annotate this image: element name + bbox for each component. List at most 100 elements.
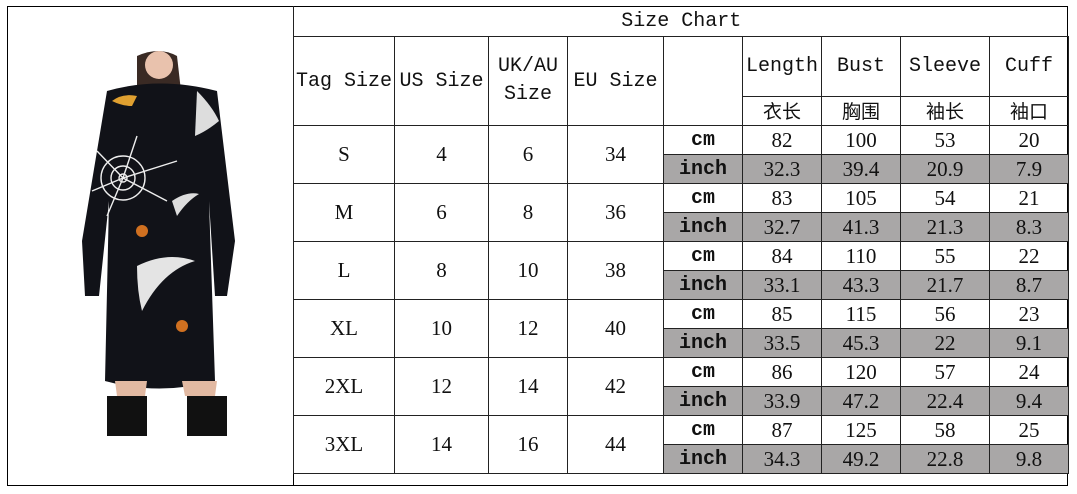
uk-au-size-cell: 14 [488,357,568,416]
size-row-inch: inch 34.3 49.2 22.8 9.8 [294,444,1069,474]
cm-value-cell: 110 [821,241,901,271]
inch-value-cell: 21.3 [900,212,990,242]
tag-size-cell: XL [293,299,395,358]
size-row-cm: M 6 8 36 cm 83 105 54 21 [293,183,1069,242]
inch-value-cell: 49.2 [821,444,901,474]
cm-value-cell: 23 [989,299,1069,329]
cm-value-cell: 53 [900,125,990,155]
header-cuff-zh: 袖口 [989,95,1069,127]
unit-inch-cell: inch [663,212,743,242]
cm-value-cell: 24 [989,357,1069,387]
cm-value-cell: 83 [742,183,822,213]
inch-value-cell: 22 [900,328,990,358]
cm-value-cell: 20 [989,125,1069,155]
inch-value-cell: 32.7 [742,212,822,242]
unit-inch-cell: inch [663,328,743,358]
header-uk-au-size: UK/AU Size [488,36,568,126]
cm-value-cell: 100 [821,125,901,155]
unit-cm-cell: cm [663,241,743,271]
size-row-cm: S 4 6 34 cm 82 100 53 20 [293,125,1069,184]
size-row-inch: inch 33.9 47.2 22.4 9.4 [294,386,1069,416]
unit-cm-cell: cm [663,357,743,387]
eu-size-cell: 36 [567,183,664,242]
us-size-cell: 14 [394,415,489,474]
unit-inch-cell: inch [663,270,743,300]
eu-size-cell: 42 [567,357,664,416]
cm-value-cell: 86 [742,357,822,387]
inch-value-cell: 9.8 [989,444,1069,474]
inch-value-cell: 22.8 [900,444,990,474]
cm-value-cell: 125 [821,415,901,445]
cm-value-cell: 105 [821,183,901,213]
cm-value-cell: 57 [900,357,990,387]
size-row-cm: 2XL 12 14 42 cm 86 120 57 24 [293,357,1069,416]
cm-value-cell: 55 [900,241,990,271]
header-tag-size: Tag Size [293,36,395,126]
us-size-cell: 10 [394,299,489,358]
cm-value-cell: 82 [742,125,822,155]
size-row-cm: XL 10 12 40 cm 85 115 56 23 [293,299,1069,358]
header-unit [663,36,743,126]
inch-value-cell: 8.3 [989,212,1069,242]
inch-value-cell: 20.9 [900,154,990,184]
uk-au-size-cell: 6 [488,125,568,184]
chart-title: Size Chart [293,6,1069,37]
eu-size-cell: 38 [567,241,664,300]
eu-size-cell: 44 [567,415,664,474]
unit-inch-cell: inch [663,154,743,184]
header-eu-size: EU Size [567,36,664,126]
inch-value-cell: 33.9 [742,386,822,416]
size-row-cm: 3XL 14 16 44 cm 87 125 58 25 [293,415,1069,474]
inch-value-cell: 32.3 [742,154,822,184]
inch-value-cell: 33.1 [742,270,822,300]
inch-value-cell: 47.2 [821,386,901,416]
inch-value-cell: 22.4 [900,386,990,416]
hoodie-dress-image [82,51,235,436]
us-size-cell: 4 [394,125,489,184]
inch-value-cell: 39.4 [821,154,901,184]
eu-size-cell: 40 [567,299,664,358]
cm-value-cell: 56 [900,299,990,329]
header-sleeve-zh: 袖长 [900,95,990,127]
header-sleeve: Sleeve [900,36,990,97]
product-photo [7,6,294,486]
cm-value-cell: 25 [989,415,1069,445]
inch-value-cell: 45.3 [821,328,901,358]
header-length: Length [742,36,822,97]
cm-value-cell: 21 [989,183,1069,213]
cm-value-cell: 120 [821,357,901,387]
cm-value-cell: 115 [821,299,901,329]
size-chart-table: Size Chart Tag Size US Size UK/AU Size E… [293,6,1069,474]
tag-size-cell: 2XL [293,357,395,416]
unit-cm-cell: cm [663,183,743,213]
cm-value-cell: 85 [742,299,822,329]
us-size-cell: 6 [394,183,489,242]
unit-inch-cell: inch [663,386,743,416]
uk-au-size-cell: 12 [488,299,568,358]
unit-cm-cell: cm [663,299,743,329]
uk-au-size-cell: 16 [488,415,568,474]
cm-value-cell: 22 [989,241,1069,271]
inch-value-cell: 33.5 [742,328,822,358]
inch-value-cell: 41.3 [821,212,901,242]
header-bust: Bust [821,36,901,97]
cm-value-cell: 58 [900,415,990,445]
cm-value-cell: 54 [900,183,990,213]
inch-value-cell: 9.1 [989,328,1069,358]
size-row-cm: L 8 10 38 cm 84 110 55 22 [293,241,1069,300]
inch-value-cell: 8.7 [989,270,1069,300]
uk-au-size-cell: 8 [488,183,568,242]
inch-value-cell: 21.7 [900,270,990,300]
inch-value-cell: 43.3 [821,270,901,300]
header-length-zh: 衣长 [742,95,822,127]
inch-value-cell: 9.4 [989,386,1069,416]
header-cuff: Cuff [989,36,1069,97]
us-size-cell: 8 [394,241,489,300]
unit-cm-cell: cm [663,415,743,445]
tag-size-cell: L [293,241,395,300]
tag-size-cell: S [293,125,395,184]
eu-size-cell: 34 [567,125,664,184]
tag-size-cell: M [293,183,395,242]
tag-size-cell: 3XL [293,415,395,474]
uk-au-size-cell: 10 [488,241,568,300]
